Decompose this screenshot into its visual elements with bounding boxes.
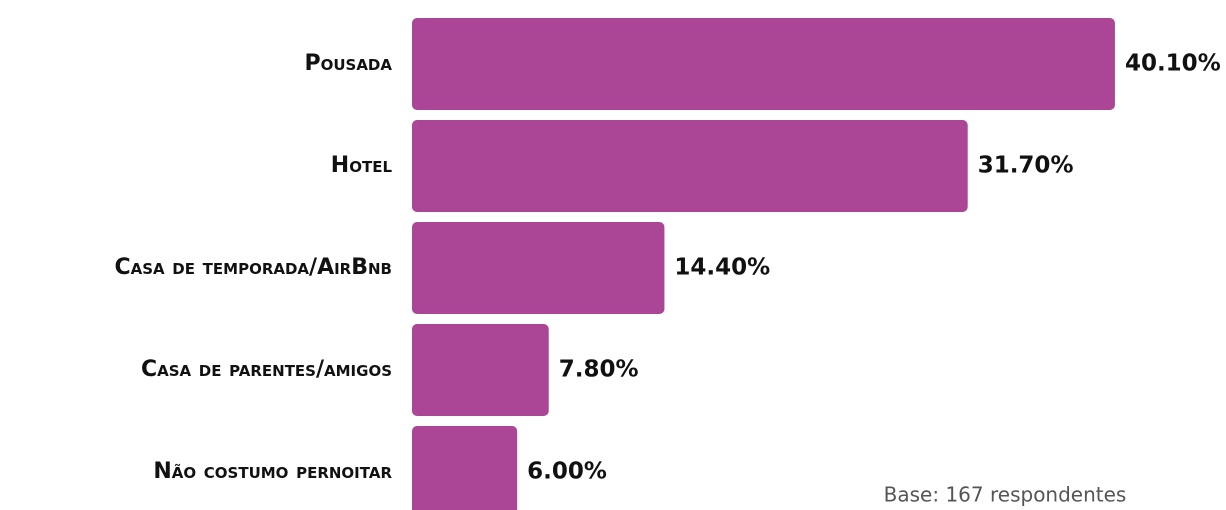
- value-label: 6.00%: [527, 459, 607, 485]
- category-label: Hotel: [331, 153, 393, 178]
- bar: [412, 18, 1115, 110]
- value-label: 7.80%: [559, 357, 639, 383]
- category-label: Pousada: [304, 51, 392, 76]
- bar: [412, 222, 665, 314]
- bar: [412, 324, 549, 416]
- value-label: 40.10%: [1125, 51, 1221, 77]
- bar: [412, 120, 968, 212]
- bar: [412, 426, 518, 510]
- category-label: Casa de parentes/amigos: [141, 357, 392, 382]
- value-label: 31.70%: [978, 153, 1074, 179]
- value-label: 14.40%: [674, 255, 770, 281]
- note: Base: 167 respondentes: [884, 483, 1127, 507]
- category-label: Não costumo pernoitar: [153, 459, 392, 484]
- category-label: Casa de temporada/AirBnb: [114, 255, 392, 280]
